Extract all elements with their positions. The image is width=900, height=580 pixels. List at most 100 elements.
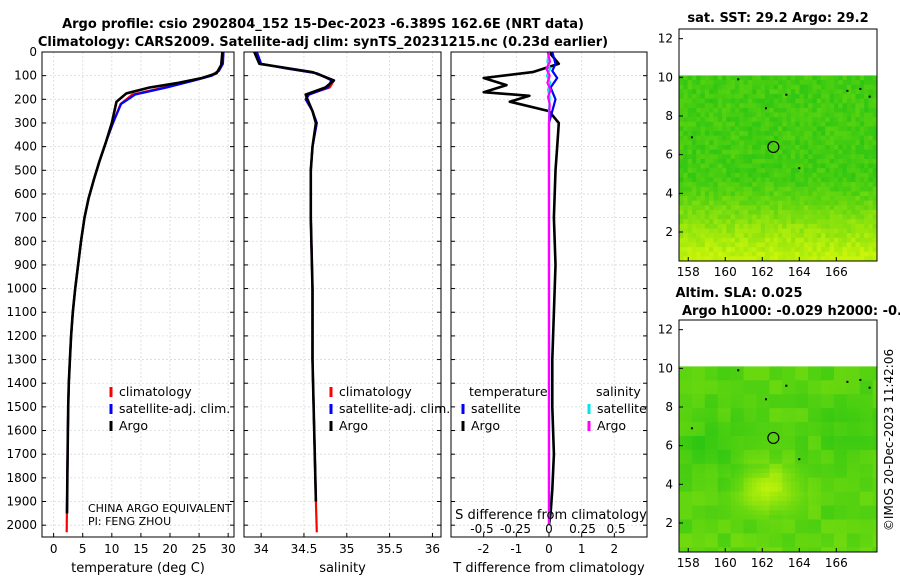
altimetry-sla-map-cell [760, 514, 766, 521]
sat-sst-map-cell [825, 80, 831, 86]
sat-sst-map-cell [846, 98, 852, 104]
sat-sst-map-cell [872, 219, 878, 225]
sat-sst-map-cell [743, 172, 749, 178]
altimetry-sla-map-cell [803, 482, 809, 488]
altimetry-sla-map-cell [752, 412, 757, 418]
altimetry-sla-map-cell [846, 459, 852, 465]
altimetry-sla-map-cell [868, 380, 874, 386]
sat-sst-map-cell [717, 93, 723, 100]
altimetry-sla-map-cell [709, 454, 714, 460]
altimetry-sla-map-cell [859, 454, 865, 460]
altimetry-sla-map-cell [786, 514, 792, 521]
altimetry-sla-map-cell [730, 482, 736, 488]
altimetry-sla-map-cell [747, 487, 753, 493]
sat-sst-map-cell [842, 80, 848, 86]
sat-sst-map-cell [829, 233, 835, 239]
sat-sst-map-cell [868, 89, 874, 95]
altimetry-sla-map-cell [855, 482, 861, 488]
altimetry-sla-map-cell [730, 426, 736, 432]
altimetry-sla-map-cell [747, 473, 753, 479]
altimetry-sla-map-cell [722, 463, 727, 469]
sat-sst-map-cell [808, 112, 813, 118]
sat-sst-map-cell [769, 163, 775, 169]
sat-sst-map-cell [687, 242, 693, 248]
altimetry-sla-map-cell [808, 477, 813, 483]
altimetry-sla-map-cell [743, 547, 749, 553]
altimetry-sla-map-cell [760, 519, 766, 525]
altimetry-sla-map-cell [859, 477, 865, 483]
sat-sst-map-cell [717, 228, 723, 234]
altimetry-sla-map-cell [752, 547, 757, 553]
sat-sst-map-ytick-label: 10 [658, 70, 673, 84]
sat-sst-map-cell [756, 237, 762, 243]
altimetry-sla-map-cell [799, 408, 805, 414]
sat-sst-map-cell [773, 172, 779, 178]
sat-sst-map-cell [773, 182, 779, 188]
altimetry-sla-map-cell [717, 473, 723, 479]
altimetry-sla-map-cell [717, 542, 723, 548]
sat-sst-map-cell [816, 93, 822, 100]
altimetry-sla-map-cell [821, 422, 826, 428]
altimetry-sla-map-cell [760, 436, 766, 442]
sat-sst-map-cell [778, 163, 783, 169]
altimetry-sla-map-cell [773, 436, 779, 442]
altimetry-sla-map-cell [851, 366, 856, 372]
sat-sst-map-cell [851, 228, 856, 234]
altimetry-sla-map-cell [821, 440, 826, 446]
sat-sst-map-cell [833, 135, 839, 141]
sat-sst-map-cell [872, 121, 878, 127]
altimetry-sla-map-cell [812, 477, 818, 483]
sat-sst-map-cell [717, 214, 723, 220]
sat-sst-map-cell [851, 80, 856, 86]
sat-sst-map-cell [816, 219, 822, 225]
altimetry-sla-map-cell [765, 417, 770, 423]
difference-legend-header-salinity: salinity [596, 384, 641, 399]
altimetry-sla-map-cell [816, 482, 822, 488]
altimetry-sla-map-cell [722, 412, 727, 418]
sat-sst-map-cell [799, 163, 805, 169]
altimetry-sla-map-cell [743, 445, 749, 451]
sat-sst-map-cell [696, 233, 702, 239]
sat-sst-map-cell [722, 126, 727, 132]
sat-sst-map-cell [717, 103, 723, 109]
sat-sst-map-cell [704, 237, 710, 243]
altimetry-sla-map-cell [786, 473, 792, 479]
sat-sst-map-cell [803, 200, 809, 206]
altimetry-sla-map-cell [859, 371, 865, 377]
altimetry-sla-map-cell [790, 431, 796, 437]
sat-sst-map-cell [726, 256, 732, 262]
altimetry-sla-map-cell [803, 431, 809, 437]
sat-sst-map-cell [739, 172, 745, 178]
altimetry-sla-map-cell [734, 366, 740, 372]
sat-sst-map-cell [868, 112, 874, 118]
sat-sst-map-island-dot [868, 95, 871, 98]
altimetry-sla-map-cell [683, 417, 689, 423]
sat-sst-map-cell [842, 168, 848, 174]
altimetry-sla-map-cell [687, 496, 693, 502]
sat-sst-map-cell [726, 158, 732, 165]
sat-sst-map-cell [709, 251, 714, 257]
altimetry-sla-map-cell [816, 394, 822, 400]
altimetry-sla-map-cell [825, 482, 831, 488]
sat-sst-map-cell [700, 228, 706, 234]
altimetry-sla-map-cell [838, 389, 844, 395]
altimetry-sla-map-cell [704, 371, 710, 377]
sat-sst-map-cell [704, 242, 710, 248]
sat-sst-map-cell [851, 131, 856, 137]
sat-sst-map-cell [691, 140, 697, 146]
sat-sst-map-cell [868, 186, 874, 192]
altimetry-sla-map-cell [769, 384, 775, 391]
altimetry-sla-map-cell [808, 528, 813, 534]
sat-sst-map-cell [747, 191, 753, 197]
salinity-xtick-label: 34.5 [291, 542, 318, 556]
sat-sst-map-cell [773, 112, 779, 118]
sat-sst-map-cell [872, 112, 878, 118]
sat-sst-map-cell [756, 205, 762, 211]
sat-sst-map-cell [739, 149, 745, 155]
altimetry-sla-map-cell [808, 366, 813, 372]
sat-sst-map-cell [812, 89, 818, 95]
altimetry-sla-map-cell [838, 440, 844, 446]
altimetry-sla-map-cell [765, 398, 770, 405]
altimetry-sla-map-cell [812, 398, 818, 405]
sat-sst-map-cell [808, 242, 813, 248]
